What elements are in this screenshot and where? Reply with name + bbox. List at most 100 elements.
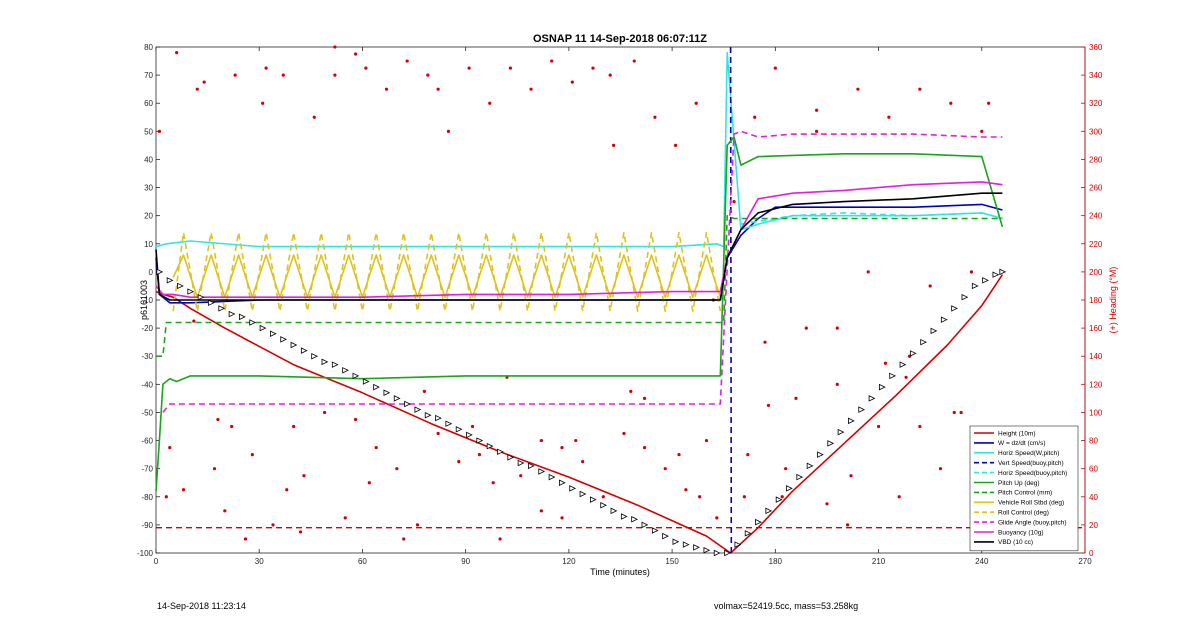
heading-point [281, 73, 285, 77]
depth-marker [940, 316, 948, 323]
y2-tick-label: 300 [1089, 127, 1103, 136]
depth-marker [362, 378, 370, 385]
heading-point [384, 87, 389, 91]
heading-point [498, 537, 502, 541]
y2-tick-label: 100 [1089, 408, 1103, 417]
heading-point [175, 51, 179, 55]
y-tick-label: -80 [141, 493, 153, 502]
heading-point [195, 87, 199, 91]
legend-entry: Roll Control (deg) [998, 510, 1049, 517]
depth-marker [497, 448, 504, 456]
x-tick-label: 240 [975, 557, 989, 566]
depth-marker [620, 513, 628, 520]
heading-point [422, 389, 426, 393]
depth-marker [177, 282, 184, 290]
heading-point [704, 438, 709, 443]
x-tick-label: 120 [562, 557, 576, 566]
depth-marker [951, 305, 958, 312]
depth-marker [868, 395, 876, 402]
depth-marker [775, 496, 783, 503]
depth-marker [858, 406, 866, 413]
y-tick-label: 80 [144, 43, 153, 52]
legend-entry: Horiz Speed(buoy,pitch) [998, 470, 1067, 477]
depth-marker [528, 462, 535, 470]
depth-marker [796, 473, 804, 481]
heading-point [677, 453, 681, 457]
x-tick-label: 270 [1078, 557, 1092, 566]
heading-point [508, 66, 512, 70]
heading-point [815, 108, 819, 112]
y2-tick-label: 320 [1089, 99, 1103, 108]
depth-marker [600, 501, 608, 509]
y2-tick-label: 220 [1089, 240, 1103, 249]
y-tick-label: -40 [141, 380, 153, 389]
depth-marker [300, 347, 308, 354]
heading-point [753, 115, 757, 119]
legend: Height (10m) W = dz/dt (cm/s) Horiz Speed(… [969, 425, 1079, 552]
heading-point [663, 467, 667, 471]
depth-marker [486, 442, 494, 450]
heading-point [216, 417, 220, 422]
y-tick-label: 30 [144, 184, 153, 193]
heading-point [952, 410, 956, 415]
legend-entry: Glide Angle (buoy,pitch) [998, 519, 1067, 526]
depth-marker [197, 293, 205, 301]
heading-point [312, 115, 316, 119]
heading-point [612, 143, 616, 147]
heading-point [192, 319, 196, 323]
depth-marker [662, 532, 669, 540]
y2-tick-label: 260 [1089, 184, 1103, 193]
y2-tick-label: 40 [1089, 493, 1098, 502]
heading-point [477, 453, 482, 457]
y-axis-left: -100-90-80-70-60-50-40-30-20-10010203040… [137, 43, 160, 558]
depth-marker [435, 414, 442, 422]
heading-point [168, 445, 172, 450]
heading-point [395, 467, 399, 471]
depth-marker [476, 437, 484, 444]
depth-marker [589, 496, 597, 503]
heading-point [271, 523, 275, 527]
depth-marker [971, 282, 979, 290]
depth-marker [930, 327, 938, 335]
legend-entry: Vert Speed(buoy,pitch) [998, 460, 1064, 467]
heading-point [835, 326, 839, 330]
heading-point [364, 66, 368, 70]
depth-marker [703, 546, 711, 554]
x-tick-label: 0 [154, 557, 159, 566]
depth-marker [352, 372, 360, 380]
depth-marker [610, 507, 618, 515]
heading-point [233, 73, 237, 77]
footer-timestamp: 14-Sep-2018 11:23:14 [157, 601, 246, 611]
series-line [155, 192, 1003, 301]
y-tick-label: 50 [144, 127, 153, 136]
heading-point [491, 481, 495, 485]
heading-point [333, 73, 337, 77]
heading-point [825, 502, 829, 506]
legend-entry: Buoyancy (10g) [998, 529, 1044, 536]
heading-points [157, 45, 994, 541]
depth-marker [569, 485, 577, 492]
heading-point [897, 495, 901, 499]
y-tick-label: 20 [144, 212, 153, 221]
depth-marker [992, 271, 1000, 278]
depth-marker [331, 361, 339, 368]
chart-title: OSNAP 11 14-Sep-2018 06:07:11Z [533, 33, 707, 45]
heading-point [763, 340, 767, 344]
depth-marker [259, 324, 267, 332]
depth-marker [651, 527, 659, 534]
heading-point [622, 431, 626, 436]
heading-point [539, 509, 543, 513]
footer-volmax: volmax=52419.5cc, mass=53.258kg [714, 601, 859, 611]
heading-point [367, 481, 371, 485]
heading-point [632, 59, 636, 63]
depth-marker [218, 305, 226, 312]
depth-marker [734, 541, 742, 548]
depth-marker [641, 521, 649, 529]
depth-marker [424, 412, 432, 419]
heading-point [784, 467, 788, 471]
legend-entry: W = dz/dt (cm/s) [998, 440, 1046, 447]
series-line [740, 212, 1003, 225]
depth-marker [909, 350, 917, 357]
y2-tick-label: 160 [1089, 324, 1103, 333]
heading-point [866, 270, 870, 274]
